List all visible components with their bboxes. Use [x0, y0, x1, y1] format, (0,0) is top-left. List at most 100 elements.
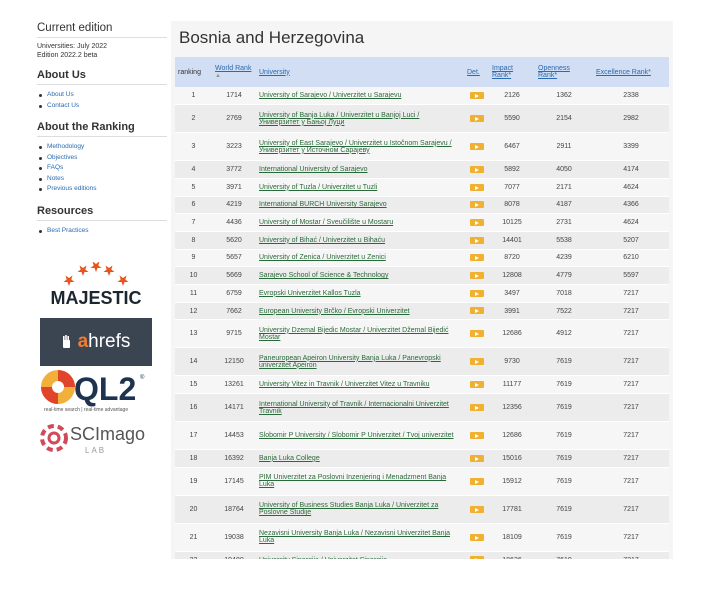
- details-arrow-icon[interactable]: [469, 91, 484, 99]
- edition-version-text: Edition 2022.2 beta: [37, 52, 98, 59]
- university-link[interactable]: University of Mostar / Sveučilište u Mos…: [259, 219, 394, 227]
- table-row: 6 4219 International BURCH University Sara…: [175, 196, 669, 215]
- details-arrow-icon[interactable]: [469, 201, 484, 209]
- university-link[interactable]: University of Business Studies Banja Luk…: [259, 502, 439, 517]
- university-link[interactable]: University of Bihać / Univerzitet u Biha…: [259, 236, 386, 244]
- cell-world-rank: 16392: [212, 449, 256, 468]
- details-arrow-icon[interactable]: [469, 271, 484, 279]
- details-arrow-icon[interactable]: [469, 307, 484, 315]
- ahrefs-logo[interactable]: ahrefs: [40, 318, 152, 366]
- cell-ranking: 10: [175, 266, 212, 285]
- sidebar-link-objectives[interactable]: Objectives: [37, 153, 167, 164]
- details-arrow-icon[interactable]: [469, 143, 484, 151]
- details-arrow-icon[interactable]: [469, 218, 484, 226]
- table-row: 5 3971 University of Tuzla / Univerzitet u…: [175, 178, 669, 197]
- ahrefs-hand-icon: [62, 335, 70, 348]
- header-det[interactable]: Det.: [464, 57, 489, 87]
- cell-university: University Dzemal Bijedic Mostar / Unive…: [256, 319, 464, 349]
- university-link[interactable]: University Sinergija / Univerzitet Siner…: [259, 557, 387, 559]
- cell-openness-rank: 7619: [535, 375, 593, 395]
- main-content: Bosnia and Herzegovina ranking World Ran…: [171, 21, 673, 559]
- university-link[interactable]: University of East Sarajevo / Univerzite…: [259, 139, 452, 154]
- university-link[interactable]: International University of Travnik / In…: [259, 400, 449, 415]
- university-link[interactable]: European University Brčko / Evropski Uni…: [259, 307, 410, 315]
- sidebar-link-previous-editions[interactable]: Previous editions: [37, 184, 167, 195]
- table-row: 13 9715 University Dzemal Bijedic Mostar /…: [175, 319, 669, 349]
- cell-ranking: 5: [175, 178, 212, 197]
- ql2-logo[interactable]: QL2 ® real-time search | real-time advan…: [40, 369, 152, 417]
- cell-ranking: 18: [175, 449, 212, 468]
- table-row: 20 18764 University of Business Studies Ba…: [175, 495, 669, 524]
- sidebar-link-about-us[interactable]: About Us: [37, 90, 167, 101]
- cell-world-rank: 19038: [212, 523, 256, 552]
- details-arrow-icon[interactable]: [469, 403, 484, 411]
- university-link[interactable]: University of Tuzla / Univerzitet u Tuzl…: [259, 183, 378, 191]
- cell-impact-rank: 3991: [489, 302, 535, 321]
- sidebar-link-contact-us[interactable]: Contact Us: [37, 101, 167, 112]
- details-arrow-icon[interactable]: [469, 381, 484, 389]
- impact-rank-sort-link[interactable]: Impact Rank*: [492, 65, 514, 79]
- details-arrow-icon[interactable]: [469, 358, 484, 366]
- header-impact-rank[interactable]: Impact Rank*: [489, 57, 535, 87]
- sidebar-link-best-practices[interactable]: Best Practices: [37, 226, 167, 237]
- cell-openness-rank: 7619: [535, 347, 593, 377]
- det-sort-link[interactable]: Det.: [467, 68, 480, 76]
- university-link[interactable]: University Dzemal Bijedic Mostar / Unive…: [259, 326, 449, 341]
- openness-rank-sort-link[interactable]: Openness Rank*: [538, 65, 570, 79]
- ahrefs-wordmark: hrefs: [88, 331, 131, 352]
- university-sort-link[interactable]: University: [259, 68, 290, 76]
- details-arrow-icon[interactable]: [469, 254, 484, 262]
- details-arrow-icon[interactable]: [469, 431, 484, 439]
- header-world-rank[interactable]: World Rank ▲: [212, 57, 256, 87]
- sidebar-link-notes[interactable]: Notes: [37, 174, 167, 185]
- details-arrow-icon[interactable]: [469, 454, 484, 462]
- university-link[interactable]: University of Banja Luka / Univerzitet u…: [259, 111, 420, 126]
- cell-impact-rank: 8078: [489, 196, 535, 215]
- majestic-logo[interactable]: MAJESTIC: [40, 262, 152, 314]
- university-link[interactable]: Nezavisni University Banja Luka / Nezavi…: [259, 530, 451, 545]
- details-arrow-icon[interactable]: [469, 330, 484, 338]
- details-arrow-icon[interactable]: [469, 289, 484, 297]
- cell-ranking: 21: [175, 523, 212, 552]
- details-arrow-icon[interactable]: [469, 165, 484, 173]
- university-link[interactable]: International University of Sarajevo: [259, 166, 368, 174]
- details-arrow-icon[interactable]: [469, 505, 484, 513]
- university-link[interactable]: Sarajevo School of Science & Technology: [259, 272, 389, 280]
- cell-world-rank: 14171: [212, 393, 256, 423]
- table-row: 15 13261 University Vitez in Travnik / Uni…: [175, 375, 669, 395]
- university-link[interactable]: Evropski Univerzitet Kallos Tuzla: [259, 289, 361, 297]
- university-link[interactable]: University of Sarajevo / Univerzitet u S…: [259, 92, 402, 100]
- cell-university: Sarajevo School of Science & Technology: [256, 266, 464, 285]
- details-arrow-icon[interactable]: [469, 477, 484, 485]
- details-arrow-icon[interactable]: [469, 115, 484, 123]
- details-arrow-icon[interactable]: [469, 533, 484, 541]
- university-link[interactable]: Banja Luka College: [259, 454, 320, 462]
- cell-world-rank: 5669: [212, 266, 256, 285]
- table-row: 18 16392 Banja Luka College 15016 7619 7217: [175, 449, 669, 468]
- header-openness-rank[interactable]: Openness Rank*: [535, 57, 593, 87]
- cell-impact-rank: 9730: [489, 347, 535, 377]
- cell-det: [464, 375, 489, 395]
- header-university[interactable]: University: [256, 57, 464, 87]
- cell-openness-rank: 7619: [535, 421, 593, 451]
- header-excellence-rank[interactable]: Excellence Rank*: [593, 57, 669, 87]
- university-link[interactable]: University Vitez in Travnik / Univerzite…: [259, 381, 430, 389]
- scimago-logo[interactable]: SCImago LAB: [40, 421, 152, 459]
- cell-det: [464, 132, 489, 162]
- details-arrow-icon[interactable]: [469, 236, 484, 244]
- details-arrow-icon[interactable]: [469, 556, 484, 559]
- sidebar-link-methodology[interactable]: Methodology: [37, 142, 167, 153]
- university-link[interactable]: PIM Univerzitet za Poslovni Inzenjering …: [259, 474, 447, 489]
- details-arrow-icon[interactable]: [469, 183, 484, 191]
- university-link[interactable]: Slobomir P University / Slobomir P Unive…: [259, 432, 454, 440]
- excellence-rank-sort-link[interactable]: Excellence Rank*: [596, 68, 651, 76]
- cell-world-rank: 1714: [212, 87, 256, 106]
- cell-impact-rank: 15912: [489, 467, 535, 496]
- sidebar-link-faqs[interactable]: FAQs: [37, 163, 167, 174]
- cell-det: [464, 160, 489, 179]
- university-link[interactable]: University of Zenica / Univerzitet u Zen…: [259, 254, 386, 262]
- cell-det: [464, 523, 489, 552]
- university-link[interactable]: International BURCH University Sarajevo: [259, 201, 387, 209]
- university-link[interactable]: Paneuropean Apeiron University Banja Luk…: [259, 354, 441, 369]
- world-rank-sort-link[interactable]: World Rank: [215, 65, 252, 72]
